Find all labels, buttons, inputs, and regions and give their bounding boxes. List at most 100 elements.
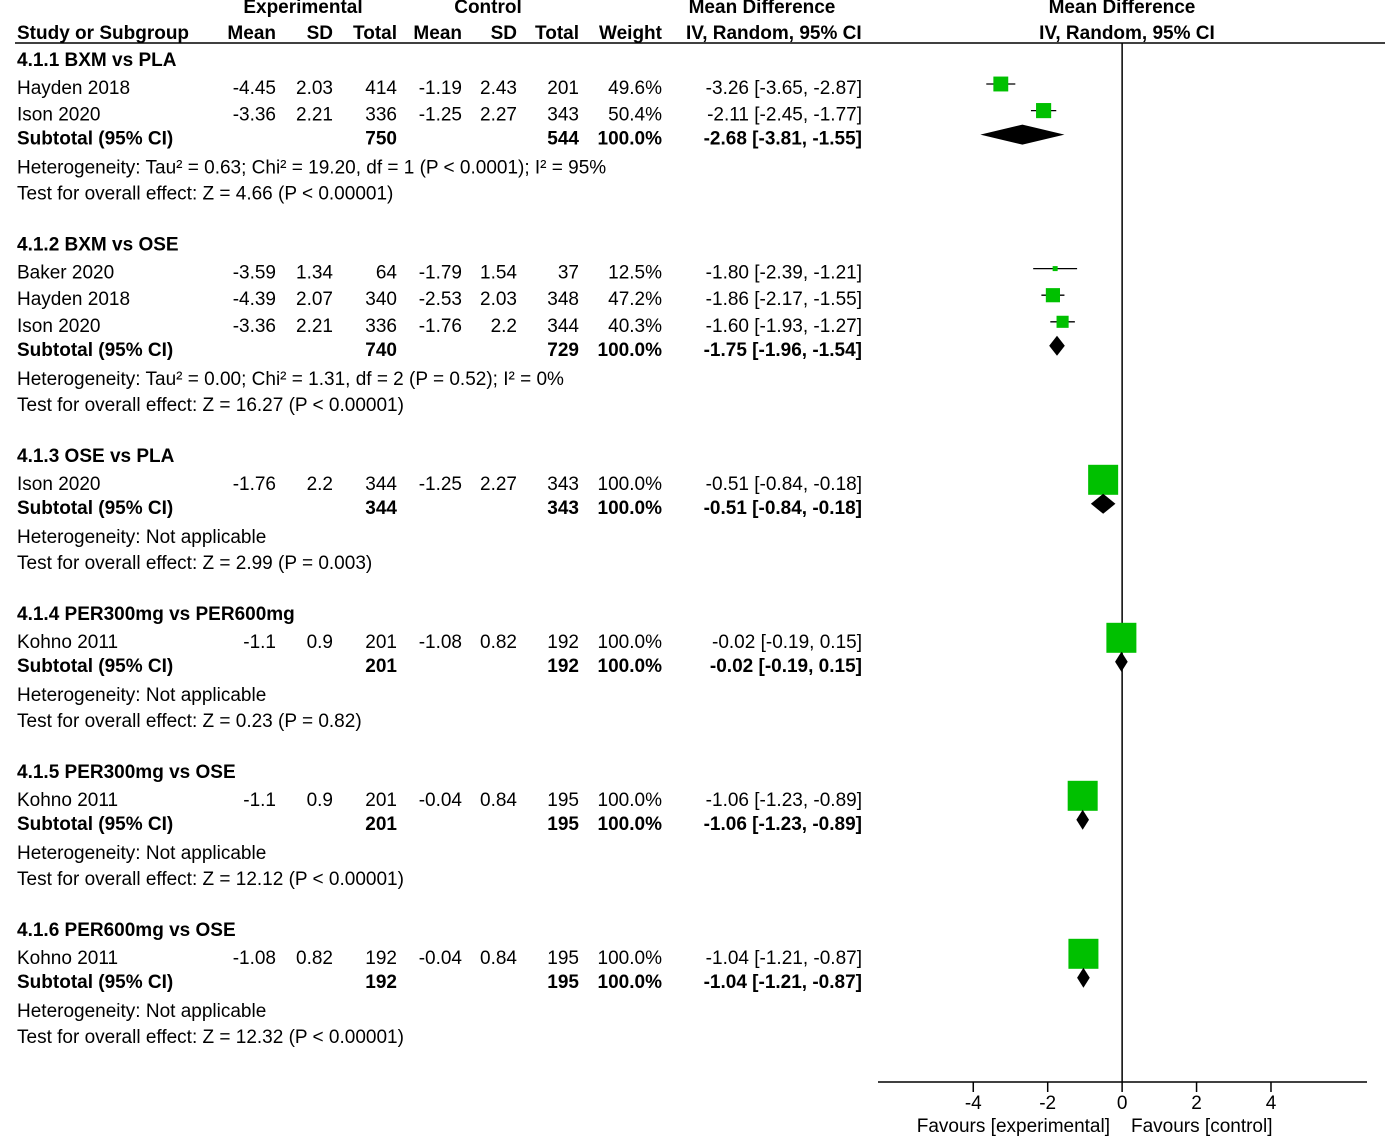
effect-square <box>1067 780 1098 811</box>
subtotal-diamond <box>1076 809 1090 830</box>
cell: -1.79 <box>419 263 462 284</box>
study-name: Hayden 2018 <box>17 78 130 99</box>
subtotal-diamond <box>1090 493 1116 514</box>
cell: -1.08 <box>233 948 276 969</box>
cell: 0.82 <box>480 632 517 653</box>
cell: 100.0% <box>598 948 663 969</box>
cell: 201 <box>365 790 397 811</box>
cell: -1.86 [-2.17, -1.55] <box>706 289 862 310</box>
cell: 12.5% <box>608 263 662 284</box>
group-title: 4.1.2 BXM vs OSE <box>17 235 179 256</box>
header: Control <box>454 0 522 18</box>
favours-label: Favours [experimental] <box>917 1116 1110 1137</box>
effect-square <box>1068 938 1099 969</box>
header: IV, Random, 95% CI <box>686 23 862 44</box>
study-name: Ison 2020 <box>17 316 100 337</box>
cell: -1.25 <box>419 105 462 126</box>
subtotal-cell: 100.0% <box>598 814 663 835</box>
cell: 2.27 <box>480 474 517 495</box>
subtotal-cell: -1.06 [-1.23, -0.89] <box>704 814 862 835</box>
subtotal-cell: 192 <box>547 656 579 677</box>
cell: 50.4% <box>608 105 662 126</box>
x-tick-label: 4 <box>1266 1093 1277 1114</box>
heterogeneity: Heterogeneity: Tau² = 0.00; Chi² = 1.31,… <box>17 369 564 390</box>
group-title: 4.1.5 PER300mg vs OSE <box>17 762 236 783</box>
cell: -1.08 <box>419 632 462 653</box>
cell: -1.76 <box>233 474 276 495</box>
favours-label: Favours [control] <box>1131 1116 1273 1137</box>
cell: 336 <box>365 316 397 337</box>
cell: -1.80 [-2.39, -1.21] <box>706 263 862 284</box>
cell: 64 <box>376 263 398 284</box>
subtotal-cell: 201 <box>365 656 397 677</box>
subtotal-cell: -1.04 [-1.21, -0.87] <box>704 972 862 993</box>
x-tick-label: 2 <box>1191 1093 1202 1114</box>
subtotal-name: Subtotal (95% CI) <box>17 972 173 993</box>
cell: 336 <box>365 105 397 126</box>
x-tick-label: -4 <box>965 1093 982 1114</box>
cell: 0.84 <box>480 790 517 811</box>
cell: -1.60 [-1.93, -1.27] <box>706 316 862 337</box>
subtotal-cell: 100.0% <box>598 498 663 519</box>
cell: 100.0% <box>598 632 663 653</box>
overall-effect: Test for overall effect: Z = 2.99 (P = 0… <box>17 553 372 574</box>
cell: 100.0% <box>598 474 663 495</box>
subtotal-cell: 344 <box>365 498 397 519</box>
header: Mean <box>227 23 276 44</box>
header: Total <box>535 23 579 44</box>
group-title: 4.1.3 OSE vs PLA <box>17 446 175 467</box>
cell: 2.2 <box>491 316 517 337</box>
cell: 340 <box>365 289 397 310</box>
cell: 201 <box>365 632 397 653</box>
cell: 0.82 <box>296 948 333 969</box>
overall-effect: Test for overall effect: Z = 12.32 (P < … <box>17 1027 404 1048</box>
subtotal-cell: 750 <box>365 129 397 150</box>
header: Mean Difference <box>1049 0 1196 18</box>
heterogeneity: Heterogeneity: Not applicable <box>17 685 266 706</box>
overall-effect: Test for overall effect: Z = 4.66 (P < 0… <box>17 184 393 205</box>
cell: 343 <box>547 474 579 495</box>
subtotal-cell: -0.02 [-0.19, 0.15] <box>710 656 862 677</box>
subtotal-name: Subtotal (95% CI) <box>17 498 173 519</box>
cell: 344 <box>547 316 579 337</box>
cell: 2.03 <box>480 289 517 310</box>
subtotal-diamond <box>1049 335 1065 356</box>
effect-square <box>993 76 1009 92</box>
study-name: Kohno 2011 <box>17 790 118 811</box>
study-name: Ison 2020 <box>17 474 100 495</box>
cell: 201 <box>547 78 579 99</box>
cell: -4.39 <box>233 289 276 310</box>
subtotal-diamond <box>1077 967 1090 988</box>
cell: 0.9 <box>307 632 333 653</box>
effect-square <box>1106 622 1137 653</box>
cell: 1.34 <box>296 263 333 284</box>
cell: 2.21 <box>296 105 333 126</box>
subtotal-cell: 100.0% <box>598 129 663 150</box>
subtotal-cell: -1.75 [-1.96, -1.54] <box>704 340 862 361</box>
cell: -2.53 <box>419 289 462 310</box>
study-name: Kohno 2011 <box>17 948 118 969</box>
cell: 192 <box>365 948 397 969</box>
cell: -4.45 <box>233 78 276 99</box>
study-name: Baker 2020 <box>17 263 114 284</box>
subtotal-cell: 544 <box>547 129 579 150</box>
subtotal-name: Subtotal (95% CI) <box>17 814 173 835</box>
subtotal-cell: 343 <box>547 498 579 519</box>
subtotal-cell: -2.68 [-3.81, -1.55] <box>704 129 862 150</box>
overall-effect: Test for overall effect: Z = 16.27 (P < … <box>17 395 404 416</box>
cell: -1.06 [-1.23, -0.89] <box>706 790 862 811</box>
cell: -0.04 <box>419 948 463 969</box>
cell: -1.25 <box>419 474 462 495</box>
group-title: 4.1.1 BXM vs PLA <box>17 50 177 71</box>
header: SD <box>307 23 333 44</box>
header: IV, Random, 95% CI <box>1039 23 1215 44</box>
cell: 100.0% <box>598 790 663 811</box>
header: Mean <box>413 23 462 44</box>
cell: 2.2 <box>307 474 333 495</box>
subtotal-cell: 100.0% <box>598 972 663 993</box>
cell: 1.54 <box>480 263 517 284</box>
study-name: Ison 2020 <box>17 105 100 126</box>
cell: 2.27 <box>480 105 517 126</box>
subtotal-name: Subtotal (95% CI) <box>17 656 173 677</box>
